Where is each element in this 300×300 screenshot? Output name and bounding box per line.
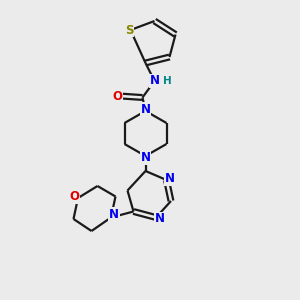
Text: N: N xyxy=(109,208,119,221)
Text: N: N xyxy=(140,103,151,116)
Text: N: N xyxy=(149,74,160,88)
Text: O: O xyxy=(112,89,122,103)
Text: N: N xyxy=(140,151,151,164)
Text: S: S xyxy=(125,23,133,37)
Text: H: H xyxy=(163,76,172,86)
Text: O: O xyxy=(69,190,80,203)
Text: N: N xyxy=(154,212,165,226)
Text: N: N xyxy=(165,172,175,185)
